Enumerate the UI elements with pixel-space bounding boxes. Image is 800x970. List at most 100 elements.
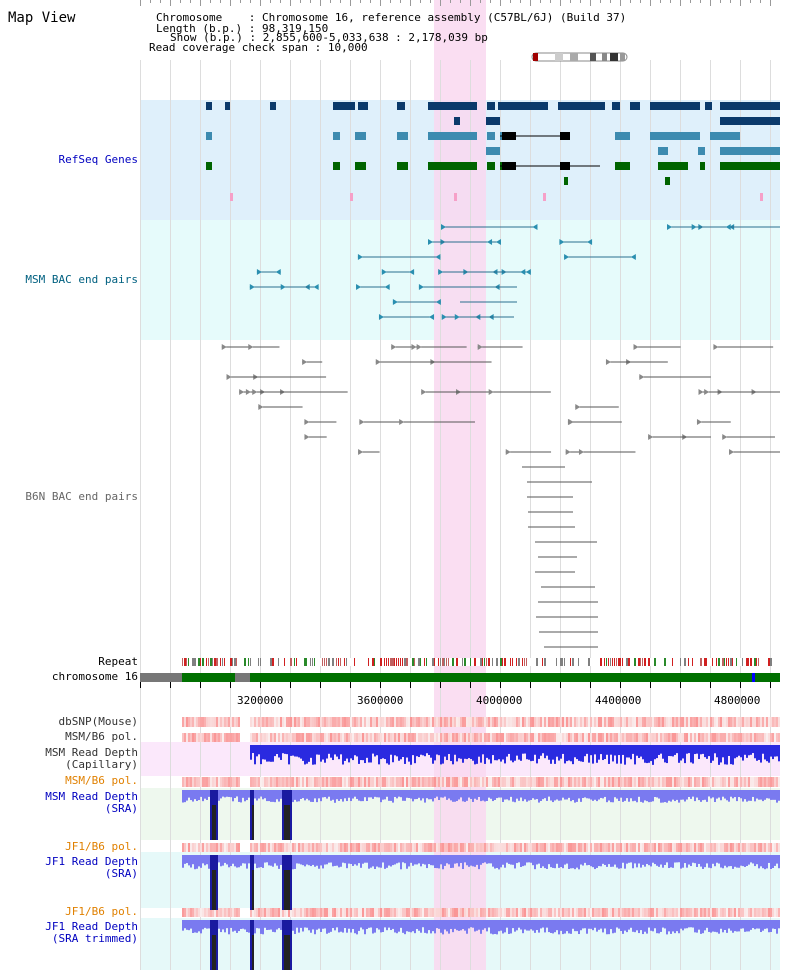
polymorphism-mark — [252, 777, 254, 787]
read-depth-bar — [660, 745, 662, 754]
polymorphism-mark — [260, 843, 262, 852]
polymorphism-mark — [710, 717, 712, 727]
polymorphism-mark — [568, 908, 570, 917]
polymorphism-mark — [198, 733, 200, 742]
polymorphism-mark — [538, 777, 540, 787]
read-depth-bar — [656, 745, 658, 759]
read-depth-bar — [432, 745, 434, 764]
polymorphism-mark — [426, 843, 428, 852]
read-depth-bar — [664, 790, 666, 803]
polymorphism-mark — [288, 733, 290, 742]
read-depth-bar — [568, 920, 570, 934]
polymorphism-mark — [756, 777, 758, 787]
polymorphism-mark — [286, 843, 288, 852]
gene-exon — [206, 132, 212, 140]
polymorphism-mark — [764, 777, 766, 787]
polymorphism-mark — [276, 717, 278, 727]
read-depth-bar — [770, 920, 772, 932]
polymorphism-mark — [330, 733, 332, 742]
gene-exon — [487, 132, 495, 140]
repeat-mark — [742, 658, 743, 666]
polymorphism-mark — [774, 717, 776, 727]
axis-tick-label: 3200000 — [237, 694, 284, 707]
polymorphism-mark — [308, 908, 310, 917]
bac-end-marker — [587, 239, 593, 245]
read-depth-bar — [714, 855, 716, 867]
read-depth-bar — [706, 745, 708, 759]
read-depth-bar — [580, 745, 582, 762]
read-depth-bar — [410, 745, 412, 765]
read-depth-bar — [384, 920, 386, 928]
read-depth-bar — [374, 790, 376, 797]
genome-track-area[interactable]: Chromosome : Chromosome 16, reference as… — [140, 0, 780, 970]
read-depth-bar — [590, 790, 592, 800]
polymorphism-mark — [658, 843, 660, 852]
polymorphism-mark — [408, 777, 410, 787]
polymorphism-mark — [328, 777, 330, 787]
polymorphism-mark — [284, 777, 286, 787]
read-depth-bar — [264, 790, 266, 799]
read-depth-bar — [698, 855, 700, 864]
polymorphism-mark — [384, 777, 386, 787]
polymorphism-mark — [482, 717, 484, 727]
read-depth-bar — [590, 745, 592, 756]
track-canvas[interactable] — [140, 0, 780, 970]
track-label-b6n-bac[interactable]: B6N BAC end pairs — [25, 490, 138, 503]
polymorphism-mark — [638, 733, 640, 742]
read-depth-bar — [564, 745, 566, 764]
read-depth-bar — [728, 745, 730, 756]
polymorphism-mark — [272, 843, 274, 852]
polymorphism-mark — [570, 843, 572, 852]
polymorphism-mark — [754, 717, 756, 727]
polymorphism-mark — [414, 843, 416, 852]
polymorphism-mark — [456, 733, 458, 742]
polymorphism-mark — [326, 733, 328, 742]
read-depth-bar — [462, 920, 464, 930]
polymorphism-mark — [504, 843, 506, 852]
polymorphism-mark — [686, 908, 688, 917]
track-label-refseq[interactable]: RefSeq Genes — [58, 153, 138, 166]
polymorphism-mark — [344, 733, 346, 742]
polymorphism-mark — [750, 777, 752, 787]
polymorphism-mark — [442, 908, 444, 917]
read-depth-bar — [336, 790, 338, 800]
bac-end-marker — [399, 419, 405, 425]
read-depth-bar — [620, 745, 622, 764]
polymorphism-mark — [374, 843, 376, 852]
polymorphism-mark — [778, 908, 780, 917]
read-depth-bar — [384, 790, 386, 800]
polymorphism-mark — [386, 733, 388, 742]
read-depth-bar — [742, 855, 744, 867]
polymorphism-mark — [252, 908, 254, 917]
polymorphism-mark — [644, 733, 646, 742]
read-depth-bar — [290, 745, 292, 756]
polymorphism-mark — [584, 843, 586, 852]
polymorphism-mark — [420, 908, 422, 917]
read-depth-bar — [714, 920, 716, 932]
polymorphism-mark — [192, 733, 194, 742]
polymorphism-mark — [226, 733, 228, 742]
repeat-mark — [716, 658, 717, 666]
read-depth-bar — [742, 790, 744, 802]
track-label-msm-bac[interactable]: MSM BAC end pairs — [25, 273, 138, 286]
polymorphism-mark — [250, 733, 252, 742]
polymorphism-mark — [594, 777, 596, 787]
read-depth-bar — [622, 920, 624, 934]
read-depth-bar — [682, 790, 684, 800]
polymorphism-mark — [412, 717, 414, 727]
read-depth-bar — [324, 790, 326, 798]
polymorphism-mark — [370, 908, 372, 917]
polymorphism-mark — [388, 843, 390, 852]
polymorphism-mark — [346, 843, 348, 852]
read-depth-bar — [276, 855, 278, 866]
read-depth-bar — [644, 790, 646, 801]
gene-exon — [358, 102, 368, 110]
read-depth-bar — [680, 855, 682, 869]
polymorphism-mark — [378, 908, 380, 917]
polymorphism-mark — [624, 717, 626, 727]
read-depth-bar — [382, 790, 384, 800]
gene-pink-mark — [350, 193, 353, 201]
polymorphism-mark — [654, 843, 656, 852]
polymorphism-mark — [398, 733, 400, 742]
polymorphism-mark — [692, 908, 694, 917]
